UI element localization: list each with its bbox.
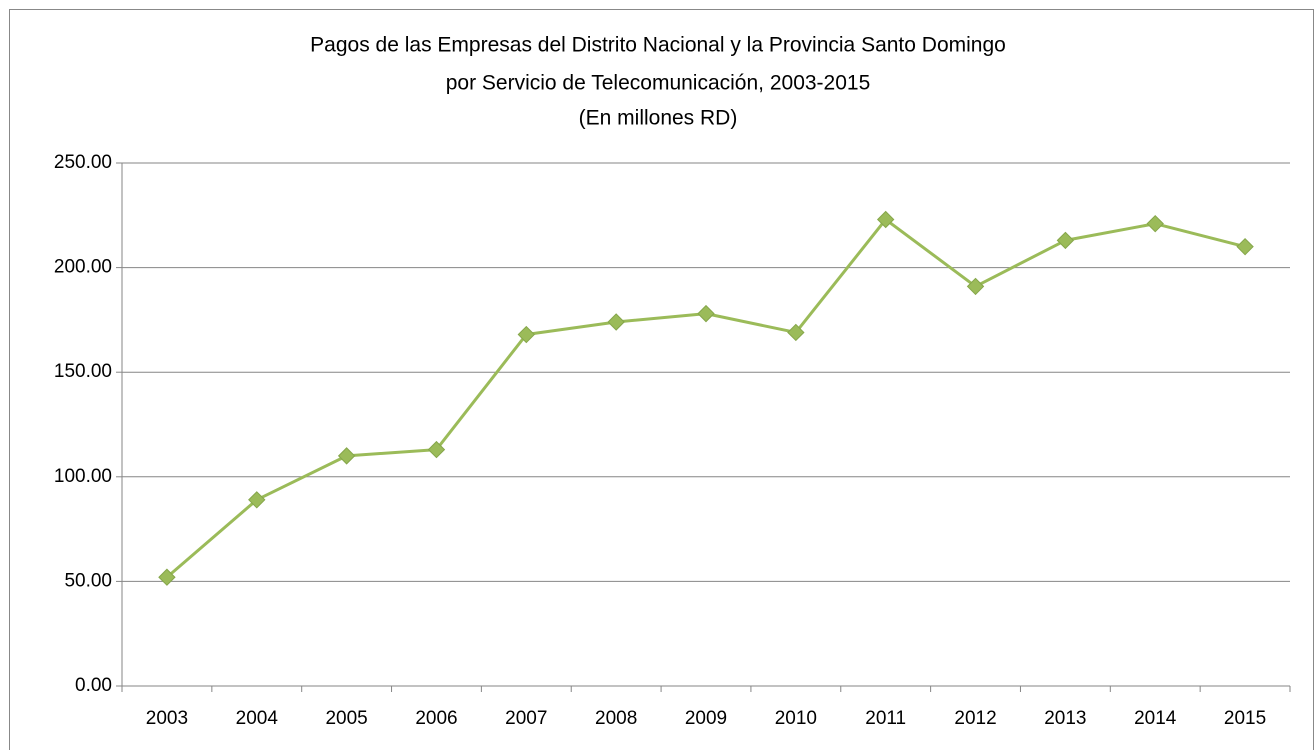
x-tick-label: 2011 (865, 708, 906, 729)
chart-title: Pagos de las Empresas del Distrito Nacio… (310, 34, 1006, 57)
x-tick-label: 2009 (685, 708, 727, 729)
x-tick-label: 2014 (1134, 708, 1177, 729)
marker (787, 323, 805, 342)
marker (427, 440, 446, 459)
marker (876, 210, 895, 229)
y-tick-label: 0.00 (75, 675, 112, 696)
y-tick-label: 150.00 (54, 361, 112, 382)
chart-title: por Servicio de Telecomunicación, 2003-2… (446, 72, 871, 95)
x-tick-label: 2008 (595, 708, 637, 729)
chart-title: (En millones RD) (579, 107, 738, 130)
y-tick-label: 100.00 (54, 466, 112, 487)
x-tick-label: 2012 (954, 708, 996, 729)
x-tick-label: 2003 (146, 708, 188, 729)
y-tick-label: 200.00 (54, 257, 112, 278)
marker (1056, 231, 1075, 250)
y-tick-label: 50.00 (64, 570, 112, 591)
x-tick-label: 2015 (1224, 708, 1266, 729)
x-tick-label: 2004 (236, 708, 279, 729)
x-tick-label: 2013 (1044, 708, 1086, 729)
chart-frame (9, 9, 1314, 750)
marker (966, 277, 985, 296)
y-tick-label: 250.00 (54, 152, 112, 173)
marker (517, 325, 536, 344)
marker (1236, 237, 1254, 256)
x-tick-label: 2005 (325, 708, 367, 729)
marker (1146, 214, 1164, 233)
marker (697, 304, 715, 323)
x-tick-label: 2010 (775, 708, 817, 729)
x-tick-label: 2006 (415, 708, 457, 729)
x-tick-label: 2007 (505, 708, 547, 729)
marker (248, 491, 266, 509)
marker (158, 568, 176, 586)
marker (337, 447, 356, 465)
marker (607, 313, 625, 331)
